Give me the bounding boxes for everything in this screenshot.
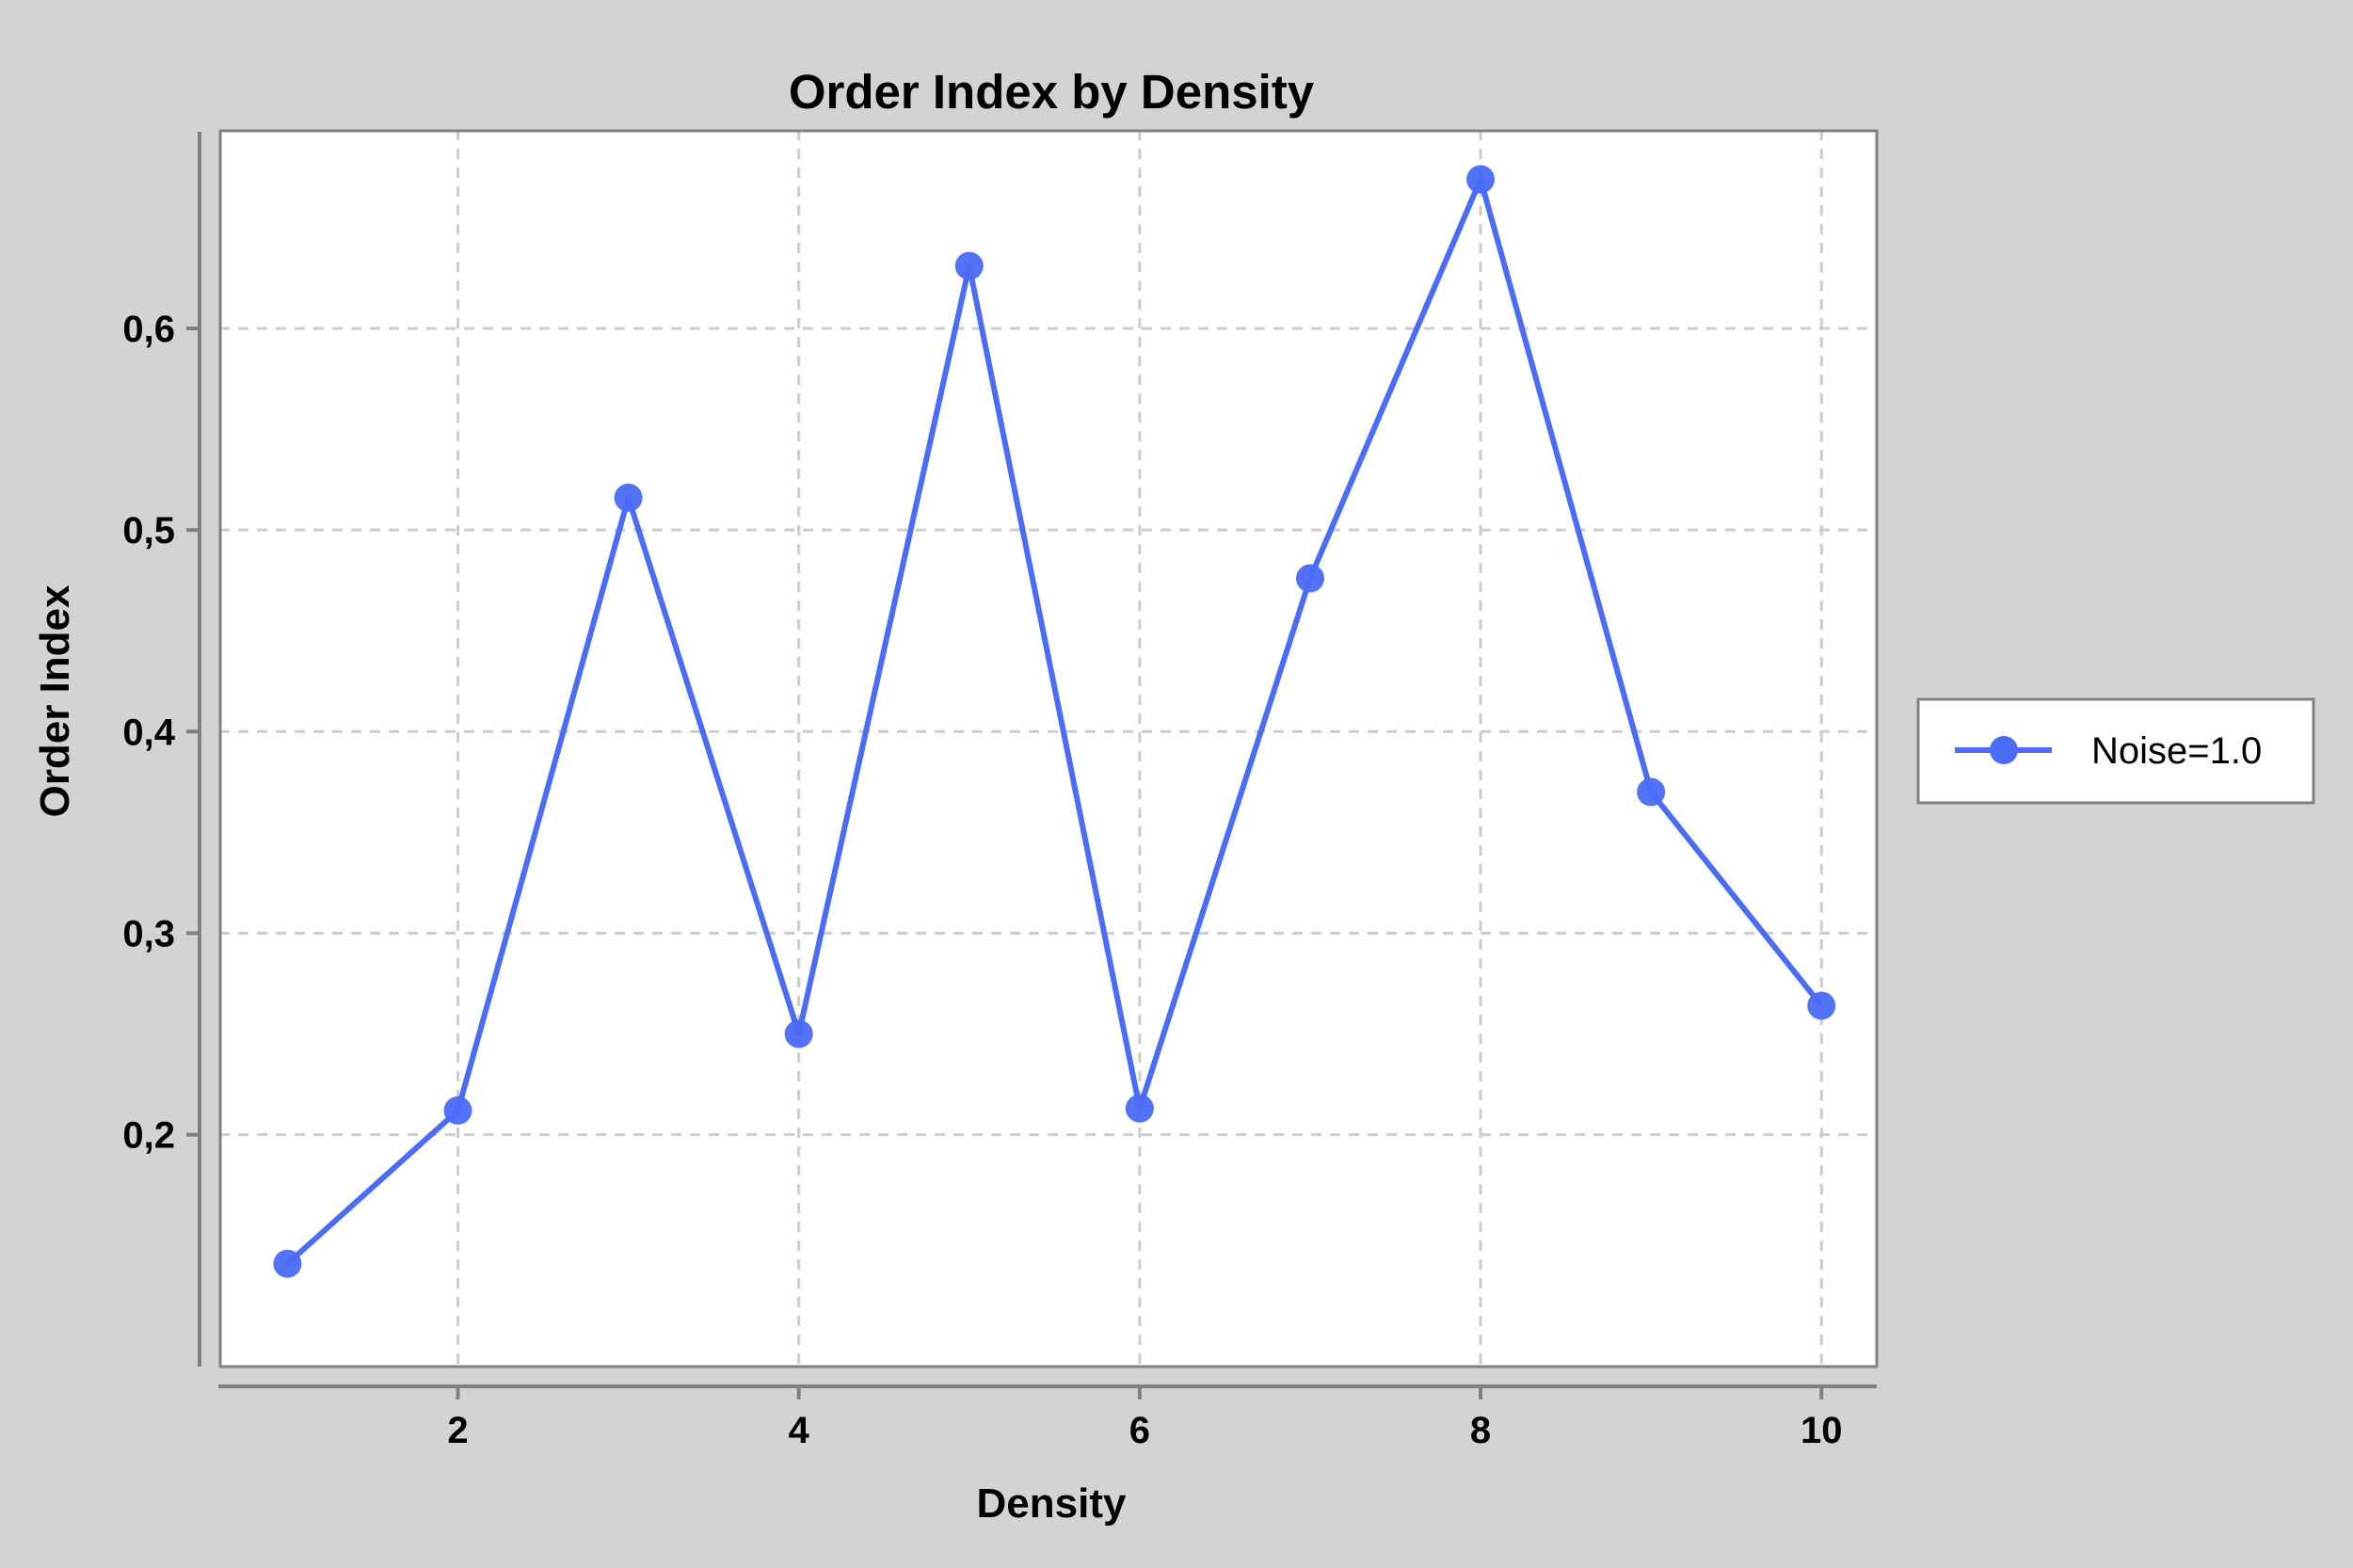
plot-area xyxy=(219,130,1878,1368)
x-tick-label: 8 xyxy=(1470,1410,1491,1451)
grid xyxy=(219,130,1878,1368)
data-point xyxy=(1637,777,1666,807)
data-point xyxy=(1125,1094,1154,1123)
y-tick-label: 0,3 xyxy=(122,913,175,954)
data-point xyxy=(1807,991,1836,1020)
y-tick-label: 0,2 xyxy=(122,1115,175,1157)
y-tick-label: 0,4 xyxy=(122,712,175,753)
y-axis-label: Order Index xyxy=(32,584,78,817)
series-line xyxy=(285,176,1824,1266)
legend-point-marker xyxy=(1990,736,2018,764)
data-point xyxy=(1466,165,1496,194)
legend: Noise=1.0 xyxy=(1916,697,2315,805)
series-layer xyxy=(273,165,1836,1278)
x-tick-label: 2 xyxy=(447,1410,468,1451)
y-tick-label: 0,6 xyxy=(122,309,175,350)
x-axis-label: Density xyxy=(977,1480,1127,1527)
data-point xyxy=(614,483,643,512)
data-point xyxy=(1295,564,1324,593)
x-tick-label: 6 xyxy=(1129,1410,1150,1451)
chart-title: Order Index by Density xyxy=(789,65,1315,119)
legend-label: Noise=1.0 xyxy=(2091,730,2262,772)
data-point xyxy=(784,1019,813,1048)
plot-frame xyxy=(198,129,1879,1388)
y-ticks: 0,2 0,3 0,4 0,5 0,6 xyxy=(122,309,200,1157)
data-point xyxy=(443,1096,472,1125)
x-ticks: 2 4 6 8 10 xyxy=(447,1386,1842,1451)
x-tick-label: 10 xyxy=(1801,1410,1843,1451)
y-tick-label: 0,5 xyxy=(122,510,175,552)
data-point xyxy=(273,1249,302,1278)
data-point xyxy=(954,251,984,280)
x-tick-label: 4 xyxy=(789,1410,810,1451)
